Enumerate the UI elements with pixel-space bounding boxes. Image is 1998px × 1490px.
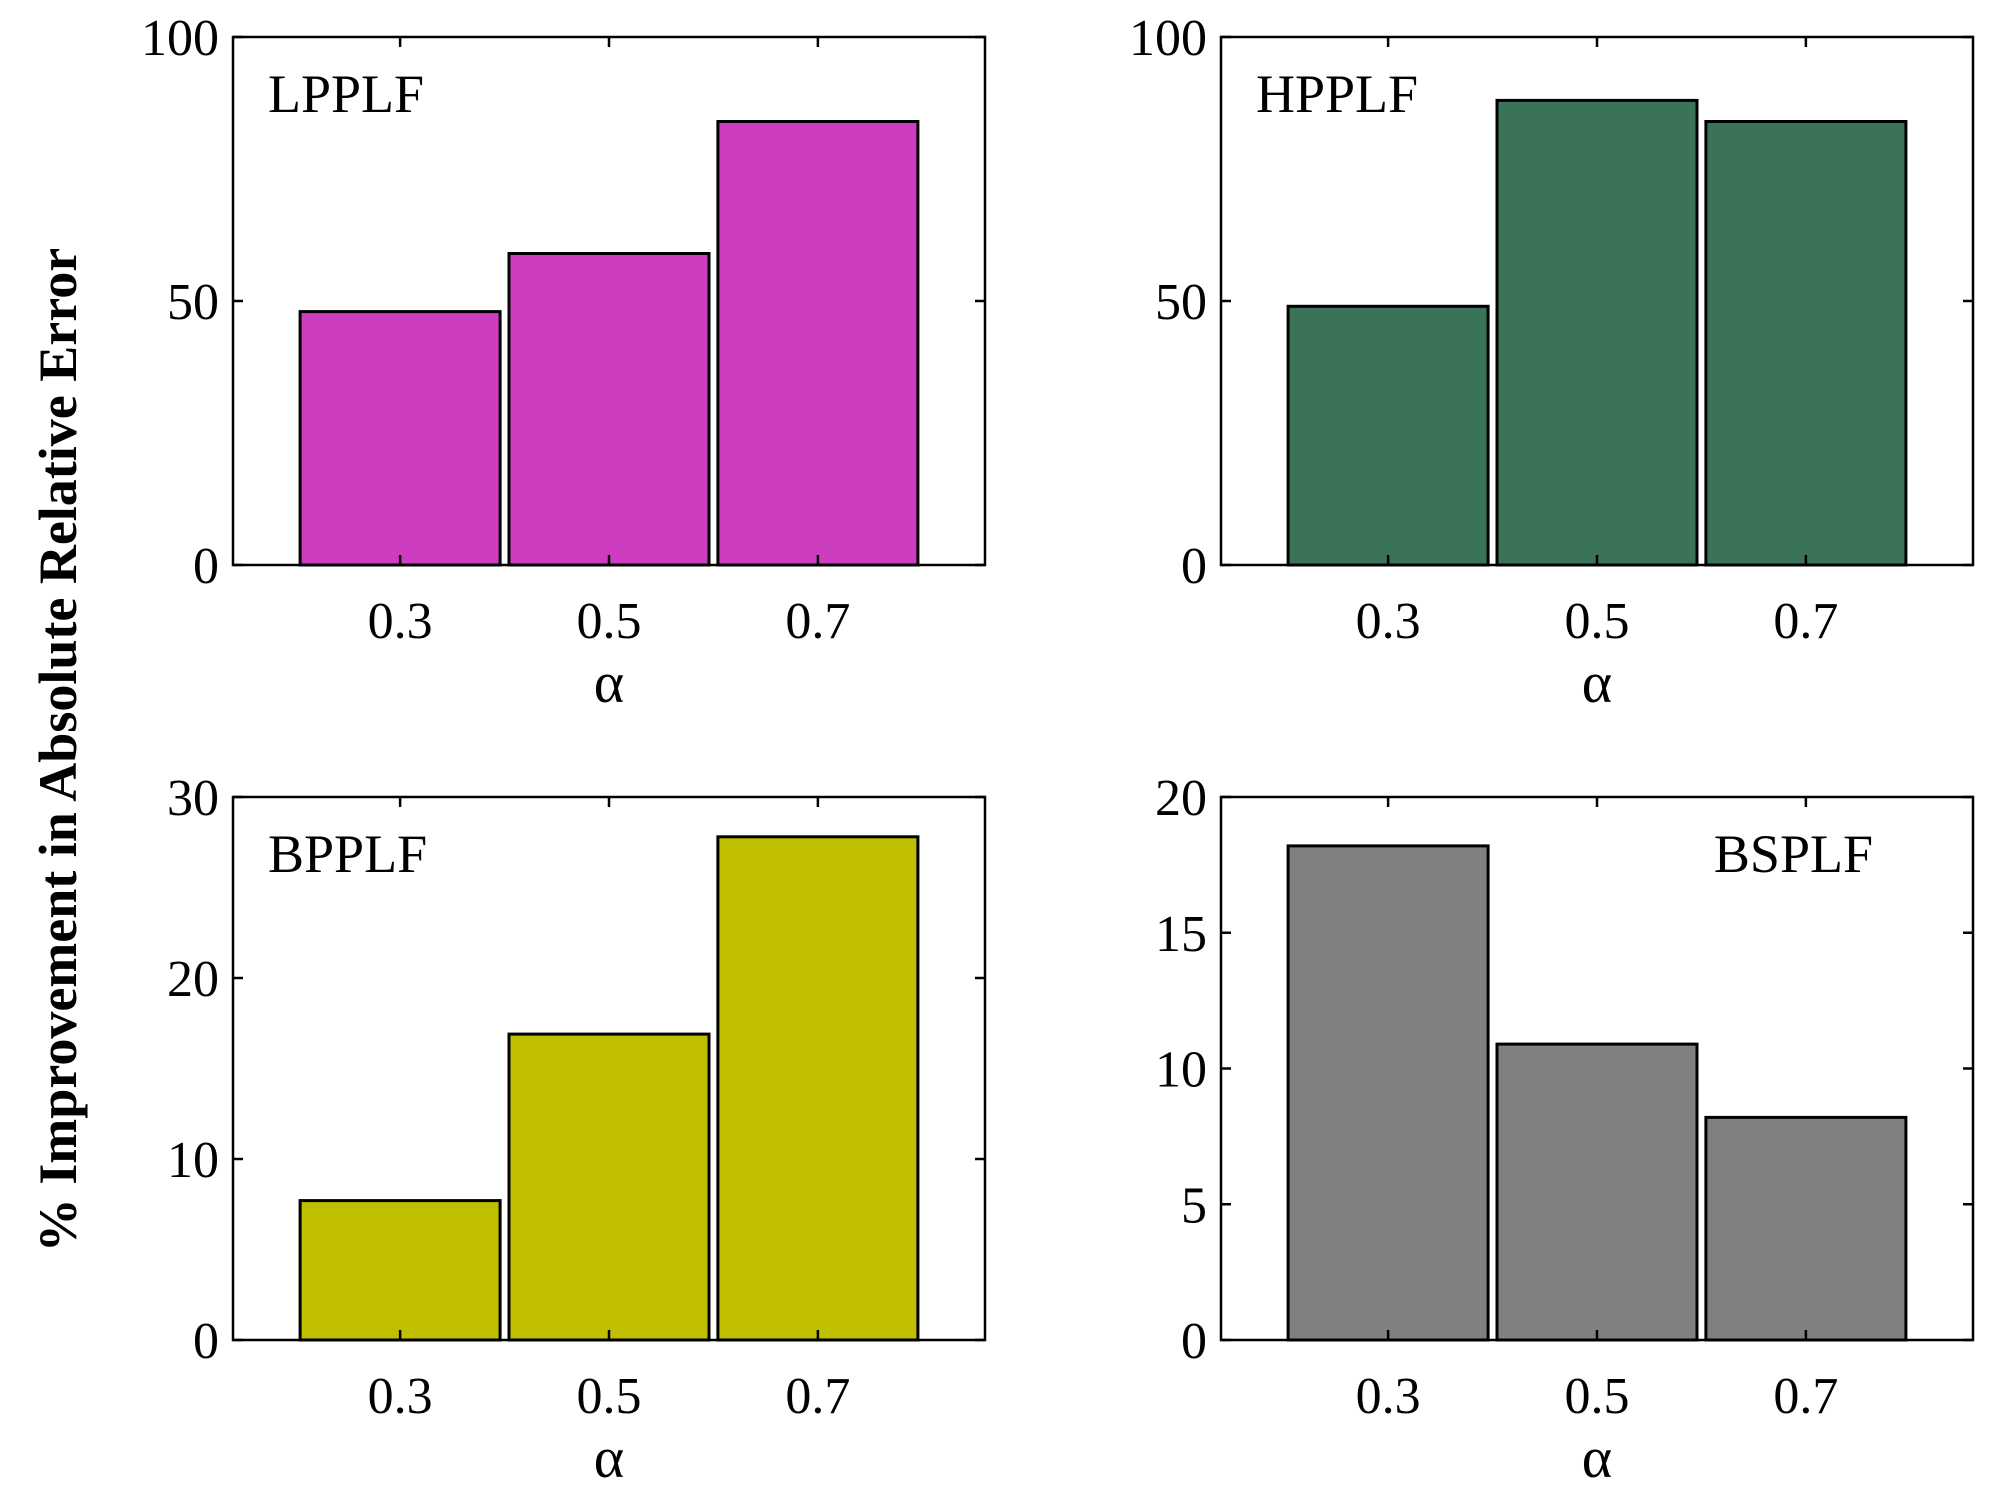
y-axis-label: % Improvement in Absolute Relative Error [28,248,88,1252]
xlabel-bsplf: α [1582,1425,1612,1490]
bar-bpplf-0-5 [507,1032,711,1342]
xtick-label-hpplf-0-5: 0.5 [1565,593,1630,650]
ytick-label-hpplf-100: 100 [1129,10,1207,67]
ytick-label-bpplf-0: 0 [193,1313,219,1370]
bar-bsplf-0-7 [1704,1115,1908,1342]
bar-hpplf-0-5 [1495,98,1699,567]
panel-label-bsplf: BSPLF [1714,824,1873,884]
ytick-label-bsplf-0: 0 [1181,1313,1207,1370]
xtick-label-bsplf-0-7: 0.7 [1773,1368,1838,1425]
bar-bsplf-0-5 [1495,1042,1699,1342]
xtick-label-bsplf-0-5: 0.5 [1565,1368,1630,1425]
ytick-label-bpplf-20: 20 [167,951,219,1008]
ytick-label-bpplf-30: 30 [167,770,219,827]
xtick-label-bpplf-0-3: 0.3 [368,1368,433,1425]
xtick-label-hpplf-0-3: 0.3 [1356,593,1421,650]
ytick-label-hpplf-0: 0 [1181,538,1207,595]
ytick-label-lpplf-100: 100 [141,10,219,67]
panel-label-bpplf: BPPLF [268,824,427,884]
bar-bpplf-0-3 [298,1199,502,1342]
bar-lpplf-0-3 [298,310,502,567]
bar-hpplf-0-7 [1704,120,1908,567]
ytick-label-lpplf-50: 50 [167,274,219,331]
ytick-label-bsplf-20: 20 [1155,770,1207,827]
xlabel-hpplf: α [1582,650,1612,715]
panel-lpplf: 0 50 100 0.3 0.5 0.7 α LPPLF [141,10,987,715]
xtick-label-bpplf-0-5: 0.5 [577,1368,642,1425]
xtick-label-lpplf-0-3: 0.3 [368,593,433,650]
xtick-label-lpplf-0-5: 0.5 [577,593,642,650]
bar-hpplf-0-3 [1286,304,1490,567]
ytick-label-bsplf-10: 10 [1155,1042,1207,1099]
xtick-label-lpplf-0-7: 0.7 [785,593,850,650]
panel-bsplf: 0 5 10 15 20 0.3 0.5 0.7 α BSPLF [1155,770,1975,1490]
ytick-label-hpplf-50: 50 [1155,274,1207,331]
xtick-label-hpplf-0-7: 0.7 [1773,593,1838,650]
bar-bpplf-0-7 [716,835,920,1342]
ytick-label-bsplf-15: 15 [1155,906,1207,963]
bar-lpplf-0-5 [507,252,711,567]
xtick-label-bpplf-0-7: 0.7 [785,1368,850,1425]
xtick-label-bsplf-0-3: 0.3 [1356,1368,1421,1425]
panel-hpplf: 0 50 100 0.3 0.5 0.7 α HPPLF [1129,10,1975,715]
bar-bsplf-0-3 [1286,844,1490,1342]
panel-label-lpplf: LPPLF [268,64,424,124]
panel-label-hpplf: HPPLF [1256,64,1418,124]
bar-lpplf-0-7 [716,120,920,567]
ytick-label-lpplf-0: 0 [193,538,219,595]
xlabel-bpplf: α [594,1425,624,1490]
ytick-label-bpplf-10: 10 [167,1132,219,1189]
panel-bpplf: 0 10 20 30 0.3 0.5 0.7 α BPPLF [167,770,987,1490]
xlabel-lpplf: α [594,650,624,715]
ytick-label-bsplf-5: 5 [1181,1177,1207,1234]
